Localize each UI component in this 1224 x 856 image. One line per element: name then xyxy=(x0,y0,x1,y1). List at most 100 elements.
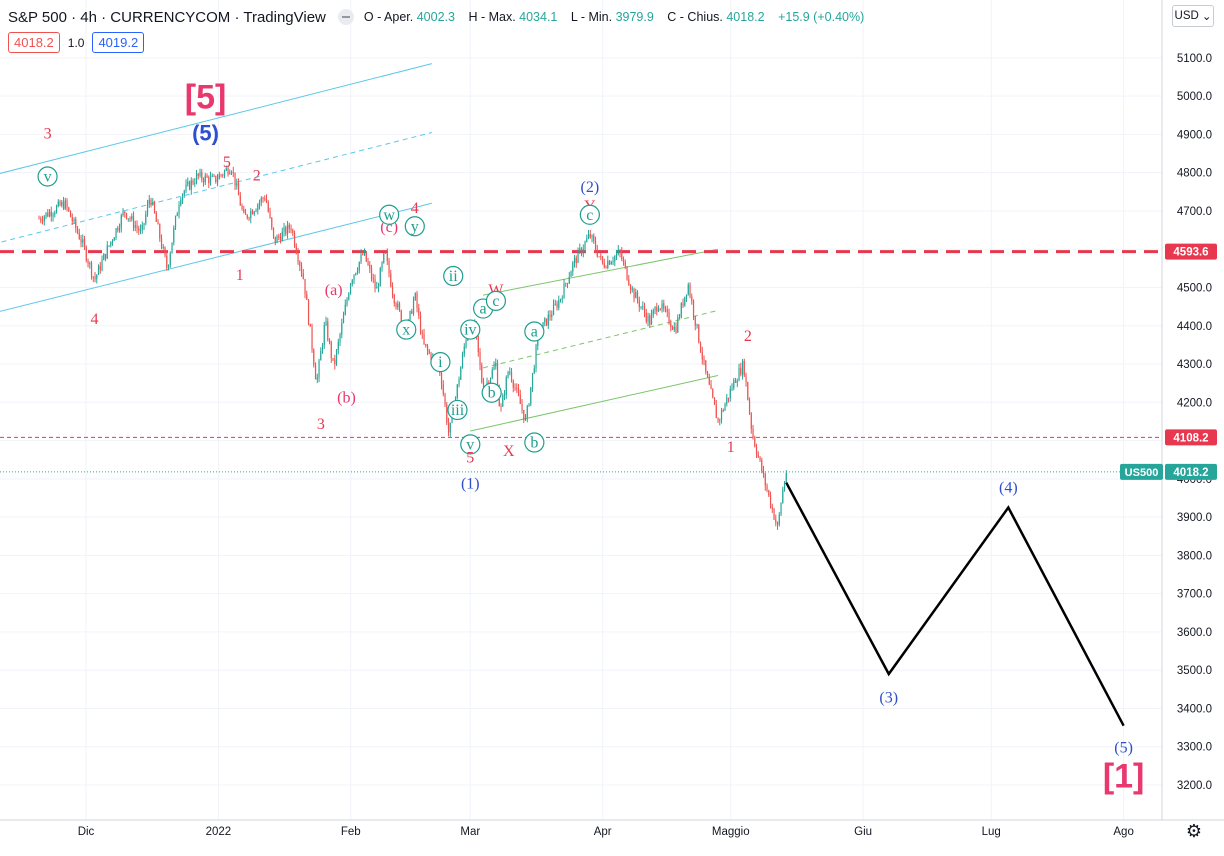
candle xyxy=(356,267,359,275)
channel-line xyxy=(483,248,719,296)
candle xyxy=(341,318,343,339)
candle xyxy=(323,321,325,349)
candle-body xyxy=(348,293,350,300)
candle-body xyxy=(166,255,168,268)
candle xyxy=(383,252,385,264)
candle-body xyxy=(327,321,329,340)
candle-body xyxy=(82,239,84,243)
candle xyxy=(663,299,665,312)
candle-body xyxy=(64,200,66,209)
candle-body xyxy=(328,339,331,343)
candle xyxy=(300,262,303,277)
candle xyxy=(622,256,625,266)
candle-body xyxy=(523,410,525,420)
candle xyxy=(150,197,152,208)
candle xyxy=(349,282,352,295)
candle-body xyxy=(201,171,203,180)
candle-body xyxy=(463,346,465,355)
channel-line xyxy=(0,63,432,174)
wave-circle xyxy=(430,352,451,373)
candle xyxy=(185,179,187,193)
candle-body xyxy=(591,235,593,238)
candle xyxy=(113,236,115,241)
candle-body xyxy=(596,249,598,257)
price-tick-label: 4500.0 xyxy=(1177,282,1212,294)
candle-body xyxy=(101,260,103,271)
candle xyxy=(69,210,72,218)
candle xyxy=(447,417,450,437)
candle-body xyxy=(426,345,429,351)
candle-body xyxy=(594,241,597,250)
candle-body xyxy=(720,410,723,420)
candle-body xyxy=(649,315,651,325)
candle-body xyxy=(423,333,425,344)
candle xyxy=(99,261,101,274)
candle xyxy=(652,308,654,318)
candle-body xyxy=(372,278,374,280)
candle-body xyxy=(122,211,124,216)
candle-body xyxy=(99,265,101,271)
candle xyxy=(664,305,667,313)
candle-body xyxy=(255,210,257,212)
wave-label: a xyxy=(480,301,487,318)
channel-line xyxy=(482,309,719,369)
candle xyxy=(743,358,745,378)
candle-body xyxy=(549,314,551,317)
gear-icon[interactable]: ⚙ xyxy=(1185,820,1203,841)
candle-body xyxy=(724,404,726,411)
candle-body xyxy=(507,372,509,378)
candle xyxy=(337,338,339,355)
candle-body xyxy=(778,514,780,525)
candle xyxy=(605,265,607,269)
candle xyxy=(699,341,702,353)
candle-body xyxy=(211,175,213,177)
buy-button[interactable]: 4019.2 xyxy=(92,32,145,53)
ohlc-values: O - Aper. 4002.3 H - Max. 4034.1 L - Min… xyxy=(364,10,874,24)
candle-body xyxy=(556,303,558,308)
candle-body xyxy=(593,235,595,242)
collapse-icon[interactable] xyxy=(337,9,354,25)
symbol-title[interactable]: S&P 500 · 4h · CURRENCYCOM · TradingView xyxy=(8,8,326,26)
wave-label: iii xyxy=(451,402,465,419)
low-value: 3979.9 xyxy=(615,10,654,24)
candle xyxy=(295,243,297,255)
candle xyxy=(463,343,465,358)
candle xyxy=(167,264,170,271)
candle-body xyxy=(145,214,147,224)
candle-body xyxy=(185,184,187,191)
sell-button[interactable]: 4018.2 xyxy=(8,32,60,53)
candle-body xyxy=(113,237,115,241)
time-axis: Dic 2022 Feb Mar Apr Maggio Giu Lug Ago xyxy=(0,819,1224,838)
candle xyxy=(761,457,763,474)
candle xyxy=(526,404,528,423)
wave-circle xyxy=(460,434,481,455)
candle-body xyxy=(717,418,719,421)
candle xyxy=(103,253,105,261)
candle xyxy=(41,215,44,225)
candle xyxy=(269,207,271,219)
candle xyxy=(769,491,772,509)
candle-body xyxy=(89,262,91,264)
candle-body xyxy=(444,394,446,405)
currency-dropdown[interactable]: USD ⌄ xyxy=(1172,5,1214,27)
candle-body xyxy=(554,303,556,305)
price-tick-label: 4900.0 xyxy=(1177,129,1212,141)
candle-body xyxy=(369,264,371,269)
candle-body xyxy=(78,232,80,240)
candle-body xyxy=(510,372,513,381)
candle xyxy=(89,261,91,269)
candle xyxy=(514,383,516,391)
candle xyxy=(752,424,754,440)
candle-body xyxy=(645,313,647,322)
candle xyxy=(190,177,192,195)
candle-body xyxy=(568,276,570,284)
candle xyxy=(274,236,276,246)
candle xyxy=(584,240,586,254)
candle-body xyxy=(75,219,77,229)
candle xyxy=(544,317,546,327)
candle-body xyxy=(397,303,399,308)
candle xyxy=(512,379,514,393)
candle xyxy=(736,378,738,388)
candle-body xyxy=(521,403,523,411)
